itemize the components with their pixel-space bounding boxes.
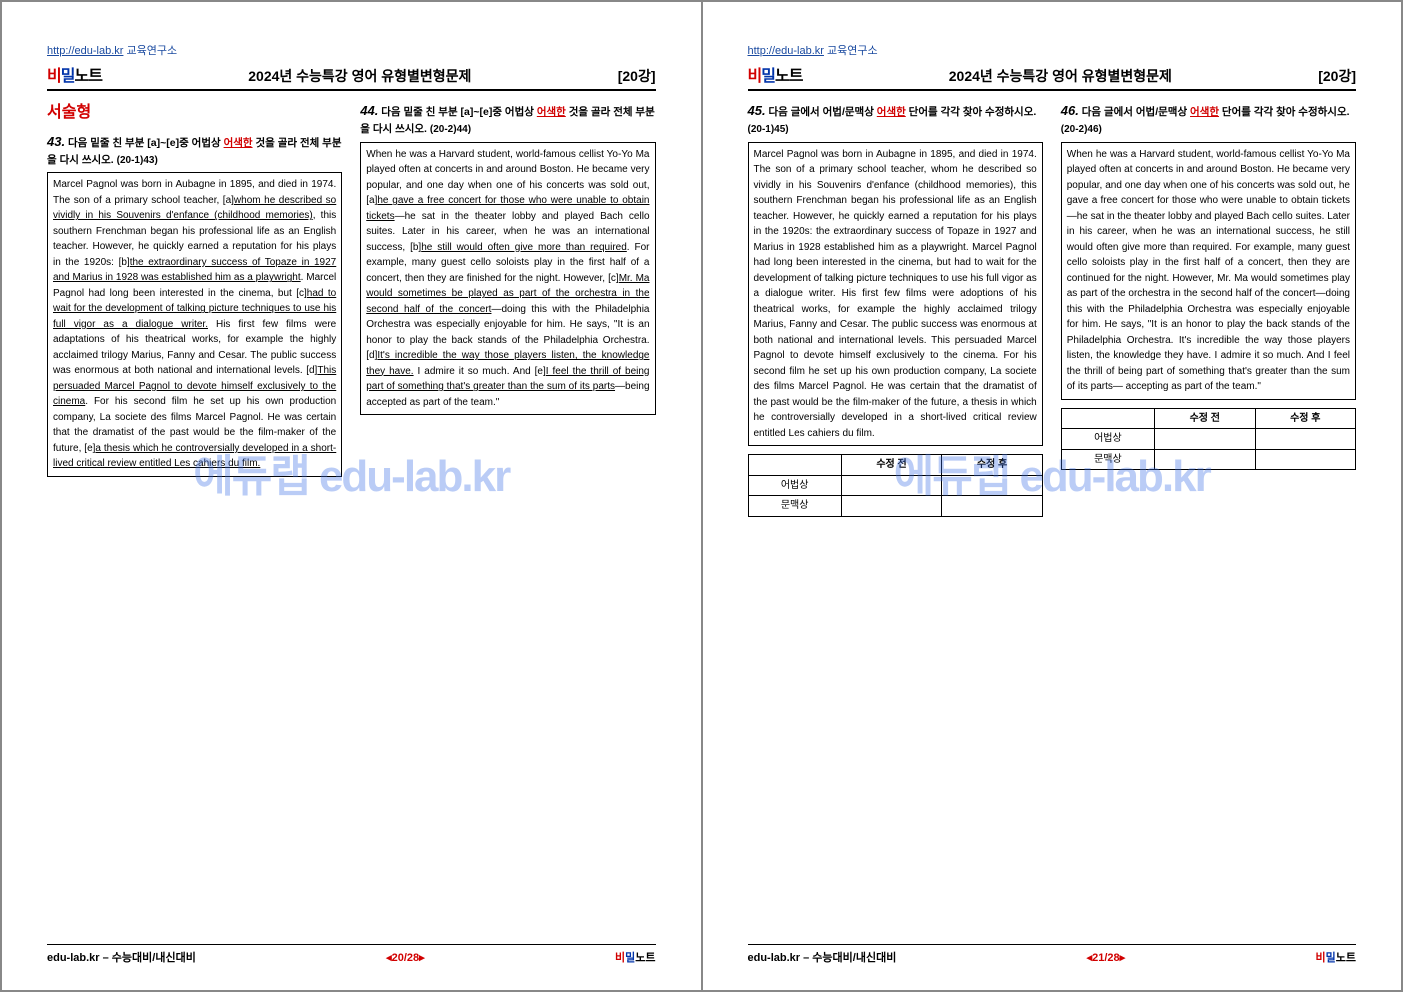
row-grammar: 어법상 xyxy=(1061,429,1154,450)
q46-passage: When he was a Harvard student, world-fam… xyxy=(1061,142,1356,400)
footer-brand: 비밀노트 xyxy=(615,949,656,965)
page-indicator: ◂20/28▸ xyxy=(196,951,615,964)
q45-passage: Marcel Pagnol was born in Aubagne in 189… xyxy=(748,142,1043,447)
header-url-line: http://edu-lab.kr 교육연구소 xyxy=(748,42,1357,58)
brand-logo: 비밀노트 xyxy=(47,62,102,86)
q44-number: 44. xyxy=(360,103,378,118)
q43-number: 43. xyxy=(47,134,65,149)
content-columns: 서술형 43. 다음 밑줄 친 부분 [a]~[e]중 어법상 어색한 것을 골… xyxy=(47,101,656,944)
lesson-tag: [20강] xyxy=(1318,66,1356,86)
column-right: 44. 다음 밑줄 친 부분 [a]~[e]중 어법상 어색한 것을 골라 전체… xyxy=(360,101,655,944)
q43-passage: Marcel Pagnol was born in Aubagne in 189… xyxy=(47,172,342,477)
header-url-line: http://edu-lab.kr 교육연구소 xyxy=(47,42,656,58)
site-link[interactable]: http://edu-lab.kr xyxy=(47,45,123,57)
lesson-tag: [20강] xyxy=(618,66,656,86)
doc-title: 2024년 수능특강 영어 유형별변형문제 xyxy=(802,66,1318,86)
title-row: 비밀노트 2024년 수능특강 영어 유형별변형문제 [20강] xyxy=(748,62,1357,91)
column-left: 서술형 43. 다음 밑줄 친 부분 [a]~[e]중 어법상 어색한 것을 골… xyxy=(47,101,342,944)
q45-number: 45. xyxy=(748,103,766,118)
q44-prompt: 44. 다음 밑줄 친 부분 [a]~[e]중 어법상 어색한 것을 골라 전체… xyxy=(360,101,655,138)
col-after: 수정 후 xyxy=(1255,408,1355,429)
column-left: 45. 다음 글에서 어법/문맥상 어색한 단어를 각각 찾아 수정하시오. (… xyxy=(748,101,1043,944)
q43-prompt: 43. 다음 밑줄 친 부분 [a]~[e]중 어법상 어색한 것을 골라 전체… xyxy=(47,132,342,169)
footer-brand: 비밀노트 xyxy=(1316,949,1357,965)
q45-prompt: 45. 다음 글에서 어법/문맥상 어색한 단어를 각각 찾아 수정하시오. (… xyxy=(748,101,1043,138)
row-grammar: 어법상 xyxy=(748,475,841,496)
footer-left: edu-lab.kr – 수능대비/내신대비 xyxy=(47,949,196,965)
section-heading: 서술형 xyxy=(47,101,342,126)
q44-passage: When he was a Harvard student, world-fam… xyxy=(360,142,655,416)
brand-logo: 비밀노트 xyxy=(748,62,803,86)
footer: edu-lab.kr – 수능대비/내신대비 ◂20/28▸ 비밀노트 xyxy=(47,944,656,965)
footer: edu-lab.kr – 수능대비/내신대비 ◂21/28▸ 비밀노트 xyxy=(748,944,1357,965)
page-20: http://edu-lab.kr 교육연구소 비밀노트 2024년 수능특강 … xyxy=(2,2,701,990)
site-link[interactable]: http://edu-lab.kr xyxy=(748,45,824,57)
row-context: 문맥상 xyxy=(1061,449,1154,470)
q46-number: 46. xyxy=(1061,103,1079,118)
doc-title: 2024년 수능특강 영어 유형별변형문제 xyxy=(102,66,618,86)
q46-prompt: 46. 다음 글에서 어법/문맥상 어색한 단어를 각각 찾아 수정하시오. (… xyxy=(1061,101,1356,138)
page-indicator: ◂21/28▸ xyxy=(896,951,1315,964)
col-before: 수정 전 xyxy=(841,455,941,476)
site-label: 교육연구소 xyxy=(827,45,878,57)
content-columns: 45. 다음 글에서 어법/문맥상 어색한 단어를 각각 찾아 수정하시오. (… xyxy=(748,101,1357,944)
title-row: 비밀노트 2024년 수능특강 영어 유형별변형문제 [20강] xyxy=(47,62,656,91)
row-context: 문맥상 xyxy=(748,496,841,517)
footer-left: edu-lab.kr – 수능대비/내신대비 xyxy=(748,949,897,965)
col-before: 수정 전 xyxy=(1155,408,1255,429)
q46-answer-table: 수정 전수정 후 어법상 문맥상 xyxy=(1061,408,1356,471)
column-right: 46. 다음 글에서 어법/문맥상 어색한 단어를 각각 찾아 수정하시오. (… xyxy=(1061,101,1356,944)
page-21: http://edu-lab.kr 교육연구소 비밀노트 2024년 수능특강 … xyxy=(703,2,1402,990)
col-after: 수정 후 xyxy=(942,455,1042,476)
q45-answer-table: 수정 전수정 후 어법상 문맥상 xyxy=(748,454,1043,517)
site-label: 교육연구소 xyxy=(127,45,178,57)
